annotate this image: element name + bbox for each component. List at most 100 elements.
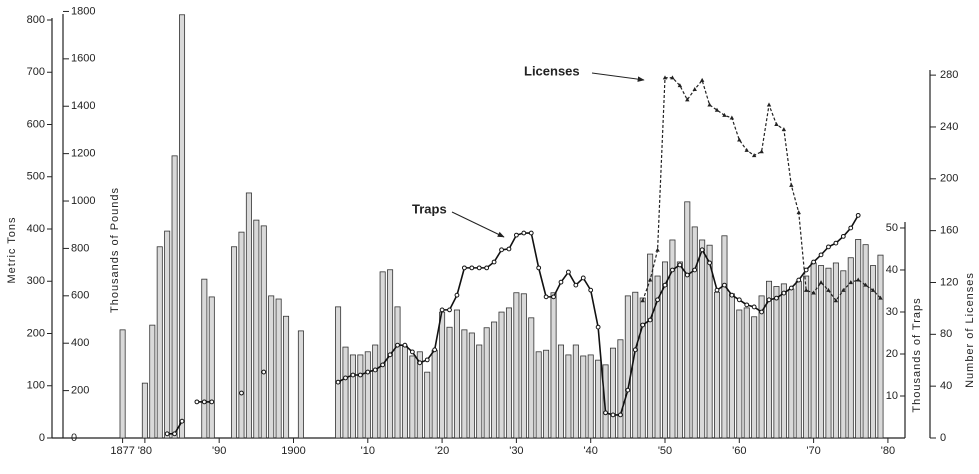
- bar: [505, 307, 512, 439]
- series-marker: [878, 295, 883, 300]
- series-marker: [417, 360, 423, 366]
- series-marker: [840, 233, 846, 239]
- series-marker: [395, 342, 400, 348]
- bar: [491, 321, 498, 439]
- x-tick-label: '60: [732, 445, 746, 457]
- x-tick-label: '80: [138, 445, 152, 457]
- series-marker: [788, 285, 794, 291]
- series-marker: [759, 309, 764, 315]
- pounds-tick-label: 400: [71, 337, 89, 349]
- traps-annotation: Traps: [412, 201, 447, 216]
- series-marker: [625, 387, 631, 393]
- bar: [453, 309, 460, 439]
- pounds-tick-label: 600: [71, 290, 89, 302]
- bar: [847, 257, 854, 439]
- series-marker: [647, 317, 653, 323]
- x-tick-label: 1900: [281, 445, 305, 457]
- series-marker: [447, 307, 452, 313]
- series-marker: [469, 265, 475, 271]
- series-marker: [261, 369, 267, 375]
- series-marker: [380, 362, 386, 368]
- licenses-tick-label: 0: [940, 432, 946, 444]
- bar: [810, 262, 817, 439]
- bar: [669, 239, 676, 439]
- y-tick-label: 400: [27, 223, 45, 235]
- licenses-tick-label: 120: [940, 276, 958, 288]
- bar: [245, 192, 252, 439]
- bar: [550, 292, 557, 439]
- series-marker: [640, 298, 645, 303]
- bar: [602, 364, 609, 439]
- series-marker: [164, 431, 170, 437]
- bar: [424, 371, 431, 439]
- bar: [855, 239, 862, 439]
- series-marker: [781, 290, 787, 296]
- series-marker: [722, 112, 727, 117]
- bar: [676, 261, 683, 439]
- series-marker: [848, 280, 853, 285]
- series-line: [642, 77, 881, 302]
- bar: [364, 351, 371, 439]
- licenses-axis-title: Number of Licenses: [964, 272, 976, 388]
- series-marker: [409, 349, 415, 355]
- bar: [119, 329, 126, 439]
- traps-arrow: [451, 211, 505, 238]
- y-tick-label: 500: [27, 171, 45, 183]
- series-marker: [335, 379, 341, 385]
- y-axis-title: Metric Tons: [6, 216, 18, 283]
- series-marker: [439, 307, 445, 313]
- series-marker: [588, 287, 594, 293]
- pounds-tick-label: 800: [71, 242, 89, 254]
- series-marker: [699, 247, 705, 253]
- bar: [342, 346, 349, 439]
- series-marker: [372, 367, 378, 373]
- series-marker: [729, 115, 735, 120]
- series-marker: [774, 295, 779, 301]
- bar: [736, 309, 743, 439]
- series-marker: [402, 342, 408, 348]
- series-marker: [803, 287, 809, 292]
- series-marker: [647, 277, 653, 282]
- bar: [751, 316, 758, 439]
- bar: [654, 275, 661, 439]
- series-marker: [677, 262, 683, 268]
- series-marker: [670, 75, 675, 80]
- bar: [624, 295, 631, 439]
- y-tick-label: 200: [27, 327, 45, 339]
- traps-tick-label: 50: [886, 222, 898, 234]
- bar: [461, 329, 468, 439]
- series-marker: [699, 77, 705, 82]
- series-marker: [863, 282, 868, 287]
- bar: [260, 225, 267, 439]
- series-marker: [744, 302, 750, 308]
- series-marker: [580, 275, 586, 281]
- series-marker: [841, 287, 846, 292]
- series-marker: [209, 399, 215, 405]
- traps-tick-label: 20: [886, 348, 898, 360]
- series-marker: [707, 102, 712, 107]
- bar: [788, 288, 795, 439]
- series-marker: [365, 369, 371, 375]
- series-marker: [603, 410, 608, 416]
- bar: [275, 298, 282, 439]
- series-marker: [803, 267, 809, 273]
- series-marker: [454, 292, 460, 298]
- series-marker: [759, 149, 764, 154]
- bar: [446, 326, 453, 439]
- bar: [498, 311, 505, 439]
- series-marker: [201, 399, 207, 405]
- bar: [349, 354, 356, 439]
- bar: [201, 278, 208, 439]
- series-marker: [640, 322, 646, 328]
- licenses-annotation: Licenses: [524, 63, 580, 78]
- bar: [803, 275, 810, 439]
- series-marker: [789, 182, 794, 187]
- bar: [520, 293, 527, 439]
- series-marker: [610, 412, 616, 418]
- series-marker: [350, 372, 356, 378]
- series-marker: [818, 280, 824, 285]
- x-tick-label: '10: [361, 445, 375, 457]
- bar: [684, 201, 691, 439]
- y-tick-label: 0: [39, 432, 45, 444]
